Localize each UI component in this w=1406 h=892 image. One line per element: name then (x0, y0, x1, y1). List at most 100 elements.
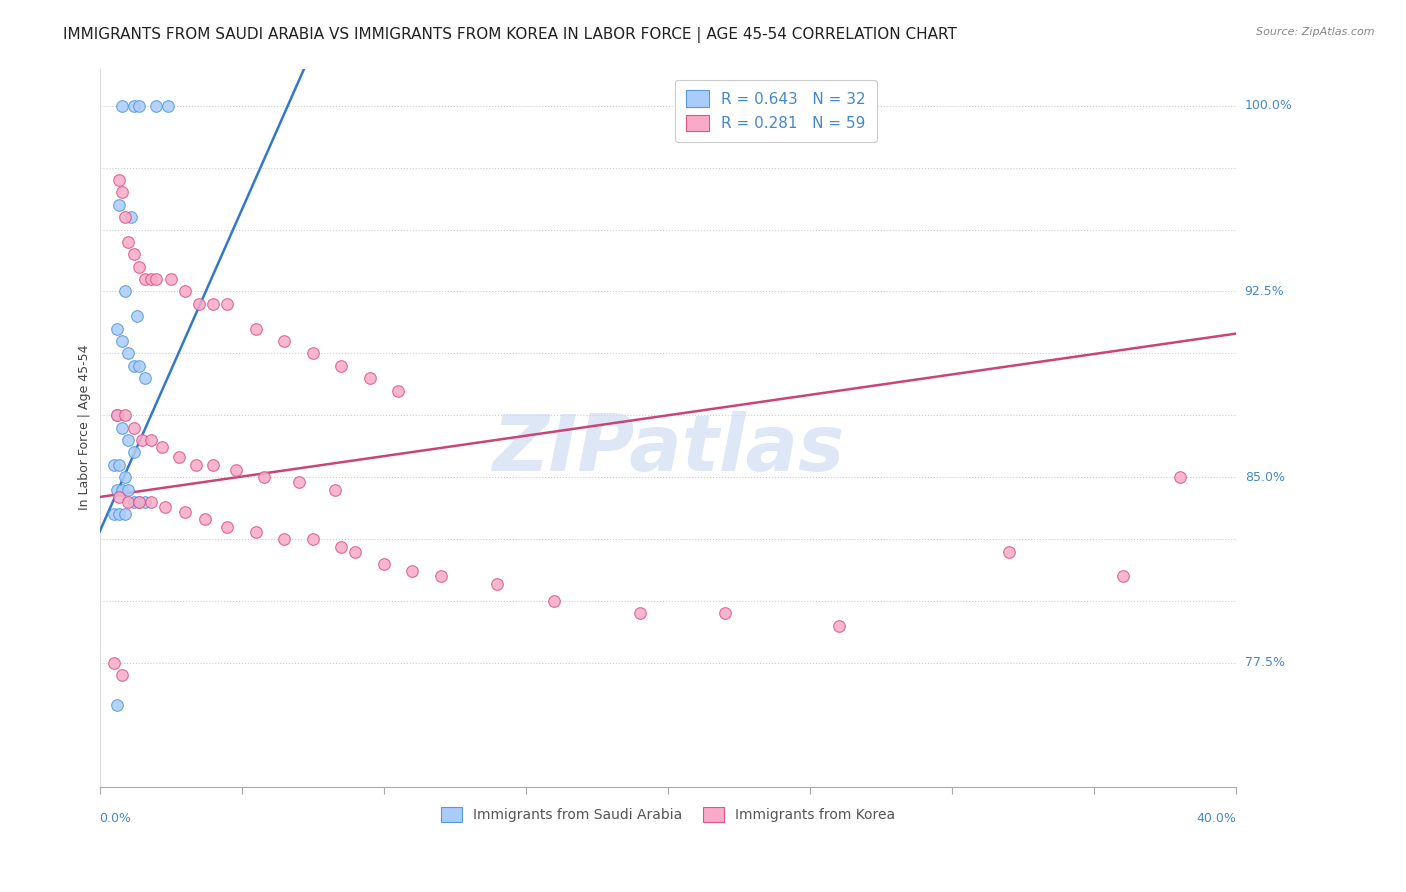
Point (134, 495, 156, 509)
Point (401, 564, 423, 578)
Point (225, 463, 247, 477)
Point (1168, 470, 1191, 484)
Point (159, 272, 181, 286)
Point (188, 297, 211, 311)
Point (186, 458, 208, 472)
Point (202, 297, 225, 311)
Text: Source: ZipAtlas.com: Source: ZipAtlas.com (1257, 27, 1375, 37)
Point (105, 483, 128, 497)
Point (103, 508, 125, 522)
Text: 0.0%: 0.0% (100, 812, 132, 825)
Point (167, 450, 190, 465)
Point (217, 520, 239, 534)
Point (111, 334, 134, 348)
Point (543, 594, 565, 608)
Legend: Immigrants from Saudi Arabia, Immigrants from Korea: Immigrants from Saudi Arabia, Immigrants… (433, 798, 904, 830)
Point (245, 321, 267, 335)
Text: ZIPatlas: ZIPatlas (492, 411, 844, 487)
Point (150, 441, 173, 455)
Point (111, 186, 134, 200)
Point (301, 346, 323, 360)
Point (273, 532, 295, 546)
Text: 77.5%: 77.5% (1244, 657, 1285, 670)
Point (111, 98, 134, 112)
Point (122, 420, 145, 434)
Point (287, 475, 309, 490)
Point (103, 458, 125, 472)
Point (344, 544, 367, 558)
Point (108, 173, 131, 187)
Point (217, 297, 239, 311)
Point (108, 198, 131, 212)
Point (111, 420, 134, 434)
Point (429, 569, 451, 583)
Point (359, 371, 381, 385)
Point (145, 272, 167, 286)
Point (105, 321, 128, 335)
Point (122, 247, 145, 261)
Point (827, 619, 849, 633)
Point (134, 272, 156, 286)
Point (139, 495, 162, 509)
Point (111, 668, 134, 682)
Point (301, 532, 323, 546)
Point (373, 557, 395, 571)
Point (628, 607, 651, 621)
Text: 40.0%: 40.0% (1197, 812, 1236, 825)
Point (128, 495, 150, 509)
Point (131, 433, 153, 447)
Point (153, 500, 176, 514)
Point (117, 346, 139, 360)
Point (714, 607, 737, 621)
Point (117, 433, 139, 447)
Point (105, 409, 128, 423)
Point (325, 483, 347, 497)
Point (330, 359, 353, 373)
Point (122, 495, 145, 509)
Point (114, 508, 136, 522)
Point (122, 359, 145, 373)
Point (114, 210, 136, 224)
Text: 85.0%: 85.0% (1244, 471, 1285, 483)
Point (108, 458, 131, 472)
Point (122, 98, 145, 112)
Point (108, 508, 131, 522)
Point (120, 210, 142, 224)
Point (128, 98, 150, 112)
Point (125, 309, 148, 323)
Point (128, 260, 150, 274)
Point (134, 371, 156, 385)
Point (128, 495, 150, 509)
Point (114, 285, 136, 299)
Point (273, 334, 295, 348)
Point (139, 433, 162, 447)
Point (105, 409, 128, 423)
Point (156, 98, 179, 112)
Point (103, 656, 125, 670)
Point (139, 272, 162, 286)
Point (202, 458, 225, 472)
Point (145, 98, 167, 112)
Point (245, 524, 267, 539)
Point (128, 359, 150, 373)
Point (387, 384, 409, 398)
Point (111, 483, 134, 497)
Point (117, 483, 139, 497)
Point (114, 470, 136, 484)
Text: 92.5%: 92.5% (1244, 285, 1285, 298)
Point (105, 698, 128, 712)
Point (486, 576, 509, 591)
Point (173, 285, 195, 299)
Point (998, 544, 1021, 558)
Text: IMMIGRANTS FROM SAUDI ARABIA VS IMMIGRANTS FROM KOREA IN LABOR FORCE | AGE 45-54: IMMIGRANTS FROM SAUDI ARABIA VS IMMIGRAN… (63, 27, 957, 43)
Point (122, 445, 145, 459)
Point (114, 409, 136, 423)
Point (330, 540, 353, 554)
Point (253, 470, 276, 484)
Y-axis label: In Labor Force | Age 45-54: In Labor Force | Age 45-54 (79, 345, 91, 510)
Point (173, 505, 195, 519)
Point (194, 512, 217, 526)
Text: 100.0%: 100.0% (1244, 99, 1292, 112)
Point (108, 490, 131, 504)
Point (117, 495, 139, 509)
